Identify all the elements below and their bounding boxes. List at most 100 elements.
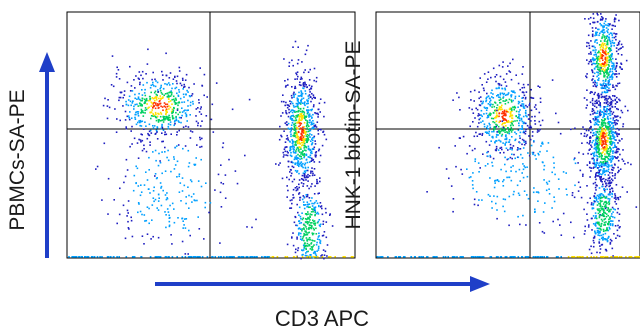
event-dot xyxy=(618,129,620,131)
event-dot xyxy=(306,239,308,241)
event-dot xyxy=(301,256,304,258)
event-dot xyxy=(588,248,591,251)
event-dot xyxy=(168,220,171,223)
event-dot xyxy=(596,227,599,229)
event-dot xyxy=(599,102,601,105)
event-dot xyxy=(560,256,562,258)
event-dot xyxy=(601,181,603,183)
event-dot xyxy=(607,207,609,209)
event-dot xyxy=(618,169,620,172)
event-dot xyxy=(129,145,131,148)
event-dot xyxy=(196,199,198,202)
event-dot xyxy=(607,123,610,125)
event-dot xyxy=(593,241,595,244)
event-dot xyxy=(604,232,607,235)
event-dot xyxy=(596,31,599,34)
event-dot xyxy=(598,242,601,244)
event-dot xyxy=(194,163,197,166)
event-dot xyxy=(93,256,96,258)
event-dot xyxy=(613,20,616,23)
event-dot xyxy=(610,44,613,47)
event-dot xyxy=(144,109,146,112)
event-dot xyxy=(186,120,188,122)
event-dot xyxy=(159,160,161,162)
event-dot xyxy=(597,97,600,100)
event-dot xyxy=(176,131,178,133)
event-dot xyxy=(596,102,599,104)
event-dot xyxy=(599,139,601,142)
event-dot xyxy=(619,116,622,119)
event-dot xyxy=(81,256,83,258)
event-dot xyxy=(295,131,298,134)
event-dot xyxy=(304,204,307,206)
event-dot xyxy=(576,256,579,258)
event-dot xyxy=(608,71,611,73)
event-dot xyxy=(608,193,610,196)
event-dot xyxy=(610,45,612,48)
event-dot xyxy=(571,256,574,258)
event-dot xyxy=(505,109,508,112)
event-dot xyxy=(130,219,133,222)
event-dot xyxy=(305,169,308,172)
event-dot xyxy=(344,256,346,258)
event-dot xyxy=(599,128,602,130)
event-dot xyxy=(180,200,182,202)
event-dot xyxy=(517,102,520,105)
event-dot xyxy=(609,50,611,53)
event-dot xyxy=(620,68,623,70)
event-dot xyxy=(515,170,517,173)
event-dot xyxy=(534,123,537,125)
event-dot xyxy=(599,55,602,58)
event-dot xyxy=(312,208,314,211)
event-dot xyxy=(115,76,118,78)
event-dot xyxy=(118,78,121,80)
event-dot xyxy=(604,159,606,161)
event-dot xyxy=(125,127,128,130)
event-dot xyxy=(312,219,314,222)
event-dot xyxy=(611,150,614,153)
event-dot xyxy=(290,124,293,126)
event-dot xyxy=(309,206,311,208)
event-dot xyxy=(292,244,295,247)
event-dot xyxy=(525,104,527,107)
event-dot xyxy=(281,112,284,114)
event-dot xyxy=(606,141,609,143)
event-dot xyxy=(311,233,314,236)
event-dot xyxy=(615,151,618,154)
event-dot xyxy=(618,256,621,258)
event-dot xyxy=(602,134,604,137)
event-dot xyxy=(134,87,136,89)
event-dot xyxy=(305,49,308,52)
event-dot xyxy=(297,138,299,141)
event-dot xyxy=(306,220,309,223)
event-dot xyxy=(618,219,620,222)
event-dot xyxy=(293,178,296,181)
event-dot xyxy=(603,209,605,212)
event-dot xyxy=(151,97,154,99)
event-dot xyxy=(594,176,597,178)
event-dot xyxy=(605,221,607,223)
event-dot xyxy=(608,81,610,83)
event-dot xyxy=(503,179,505,181)
event-dot xyxy=(621,158,624,161)
event-dot xyxy=(460,256,462,258)
event-dot xyxy=(376,256,379,258)
event-dot xyxy=(134,118,137,120)
event-dot xyxy=(295,189,298,192)
event-dot xyxy=(599,104,602,106)
event-dot xyxy=(600,218,603,221)
event-dot xyxy=(137,98,140,100)
event-dot xyxy=(162,129,165,131)
event-dot xyxy=(537,152,539,155)
event-dot xyxy=(298,141,301,144)
event-dot xyxy=(498,87,500,90)
event-dot xyxy=(282,151,285,154)
event-dot xyxy=(593,147,596,150)
event-dot xyxy=(605,57,607,60)
event-dot xyxy=(187,126,190,128)
event-dot xyxy=(305,230,307,233)
event-dot xyxy=(155,96,158,98)
event-dot xyxy=(521,97,523,99)
event-dot xyxy=(222,142,225,144)
event-dot xyxy=(154,90,157,93)
